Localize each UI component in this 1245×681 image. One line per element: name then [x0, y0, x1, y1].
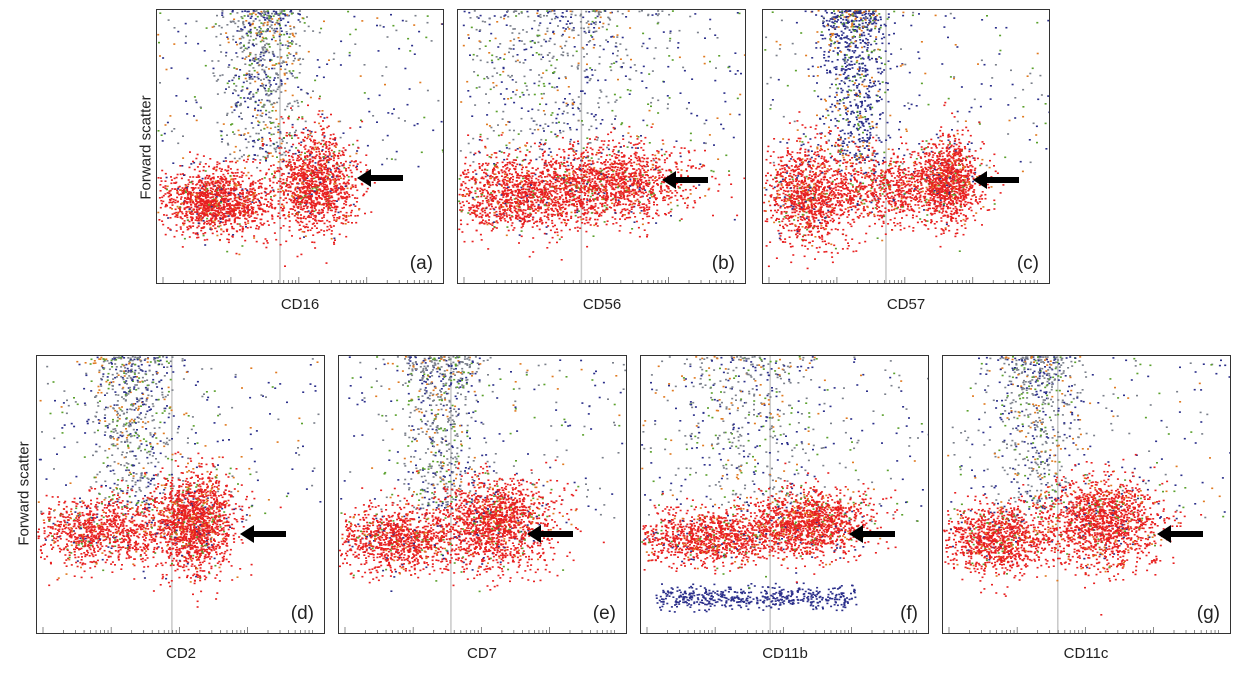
panel-label-d: (d) [291, 603, 314, 625]
arrow-icon-c [973, 171, 1019, 189]
x-axis-ticks [463, 277, 734, 283]
panel-label-b: (b) [712, 253, 735, 275]
panel-label-f: (f) [900, 603, 918, 625]
arrow-icon-g [1157, 525, 1203, 543]
panel-label-a: (a) [410, 253, 433, 275]
x-axis-ticks [42, 627, 313, 633]
x-axis-label-c: CD57 [806, 296, 1006, 313]
scatter-plot-area-e [339, 356, 626, 633]
panel-label-e: (e) [593, 603, 616, 625]
scatter-plot-area-g [943, 356, 1230, 633]
scatter-panel-a: (a) [156, 9, 444, 284]
x-axis-label-b: CD56 [502, 296, 702, 313]
scatter-points [157, 10, 443, 267]
scatter-plot-area-b [458, 10, 745, 283]
arrow-icon-b [662, 171, 708, 189]
scatter-panel-f: (f) [640, 355, 929, 634]
scatter-plot-area-c [763, 10, 1049, 283]
y-axis-label-row2: Forward scatter [16, 414, 33, 574]
scatter-panel-g: (g) [942, 355, 1231, 634]
scatter-points [37, 356, 322, 608]
x-axis-ticks [646, 627, 917, 633]
scatter-points [458, 10, 745, 261]
x-axis-label-f: CD11b [685, 645, 885, 662]
scatter-panel-d: (d) [36, 355, 325, 634]
scatter-plot-area-f [641, 356, 928, 633]
scatter-panel-e: (e) [338, 355, 627, 634]
x-axis-ticks [768, 277, 1038, 283]
panel-label-c: (c) [1017, 253, 1039, 275]
x-axis-label-a: CD16 [200, 296, 400, 313]
scatter-panel-b: (b) [457, 9, 746, 284]
scatter-points [339, 356, 626, 593]
arrow-icon-f [849, 525, 895, 543]
scatter-points [641, 356, 928, 613]
arrow-icon-a [357, 169, 403, 187]
x-axis-ticks [344, 627, 615, 633]
scatter-plot-area-d [37, 356, 322, 633]
y-axis-label-row1: Forward scatter [138, 68, 155, 228]
x-axis-ticks [162, 277, 432, 283]
panel-label-g: (g) [1197, 603, 1220, 625]
arrow-icon-d [240, 525, 286, 543]
x-axis-label-g: CD11c [986, 645, 1186, 662]
arrow-icon-e [527, 525, 573, 543]
x-axis-label-e: CD7 [382, 645, 582, 662]
scatter-plot-area-a [157, 10, 443, 283]
scatter-points [763, 10, 1049, 270]
scatter-panel-c: (c) [762, 9, 1050, 284]
x-axis-ticks [948, 627, 1219, 633]
x-axis-label-d: CD2 [81, 645, 281, 662]
scatter-points [943, 356, 1230, 616]
